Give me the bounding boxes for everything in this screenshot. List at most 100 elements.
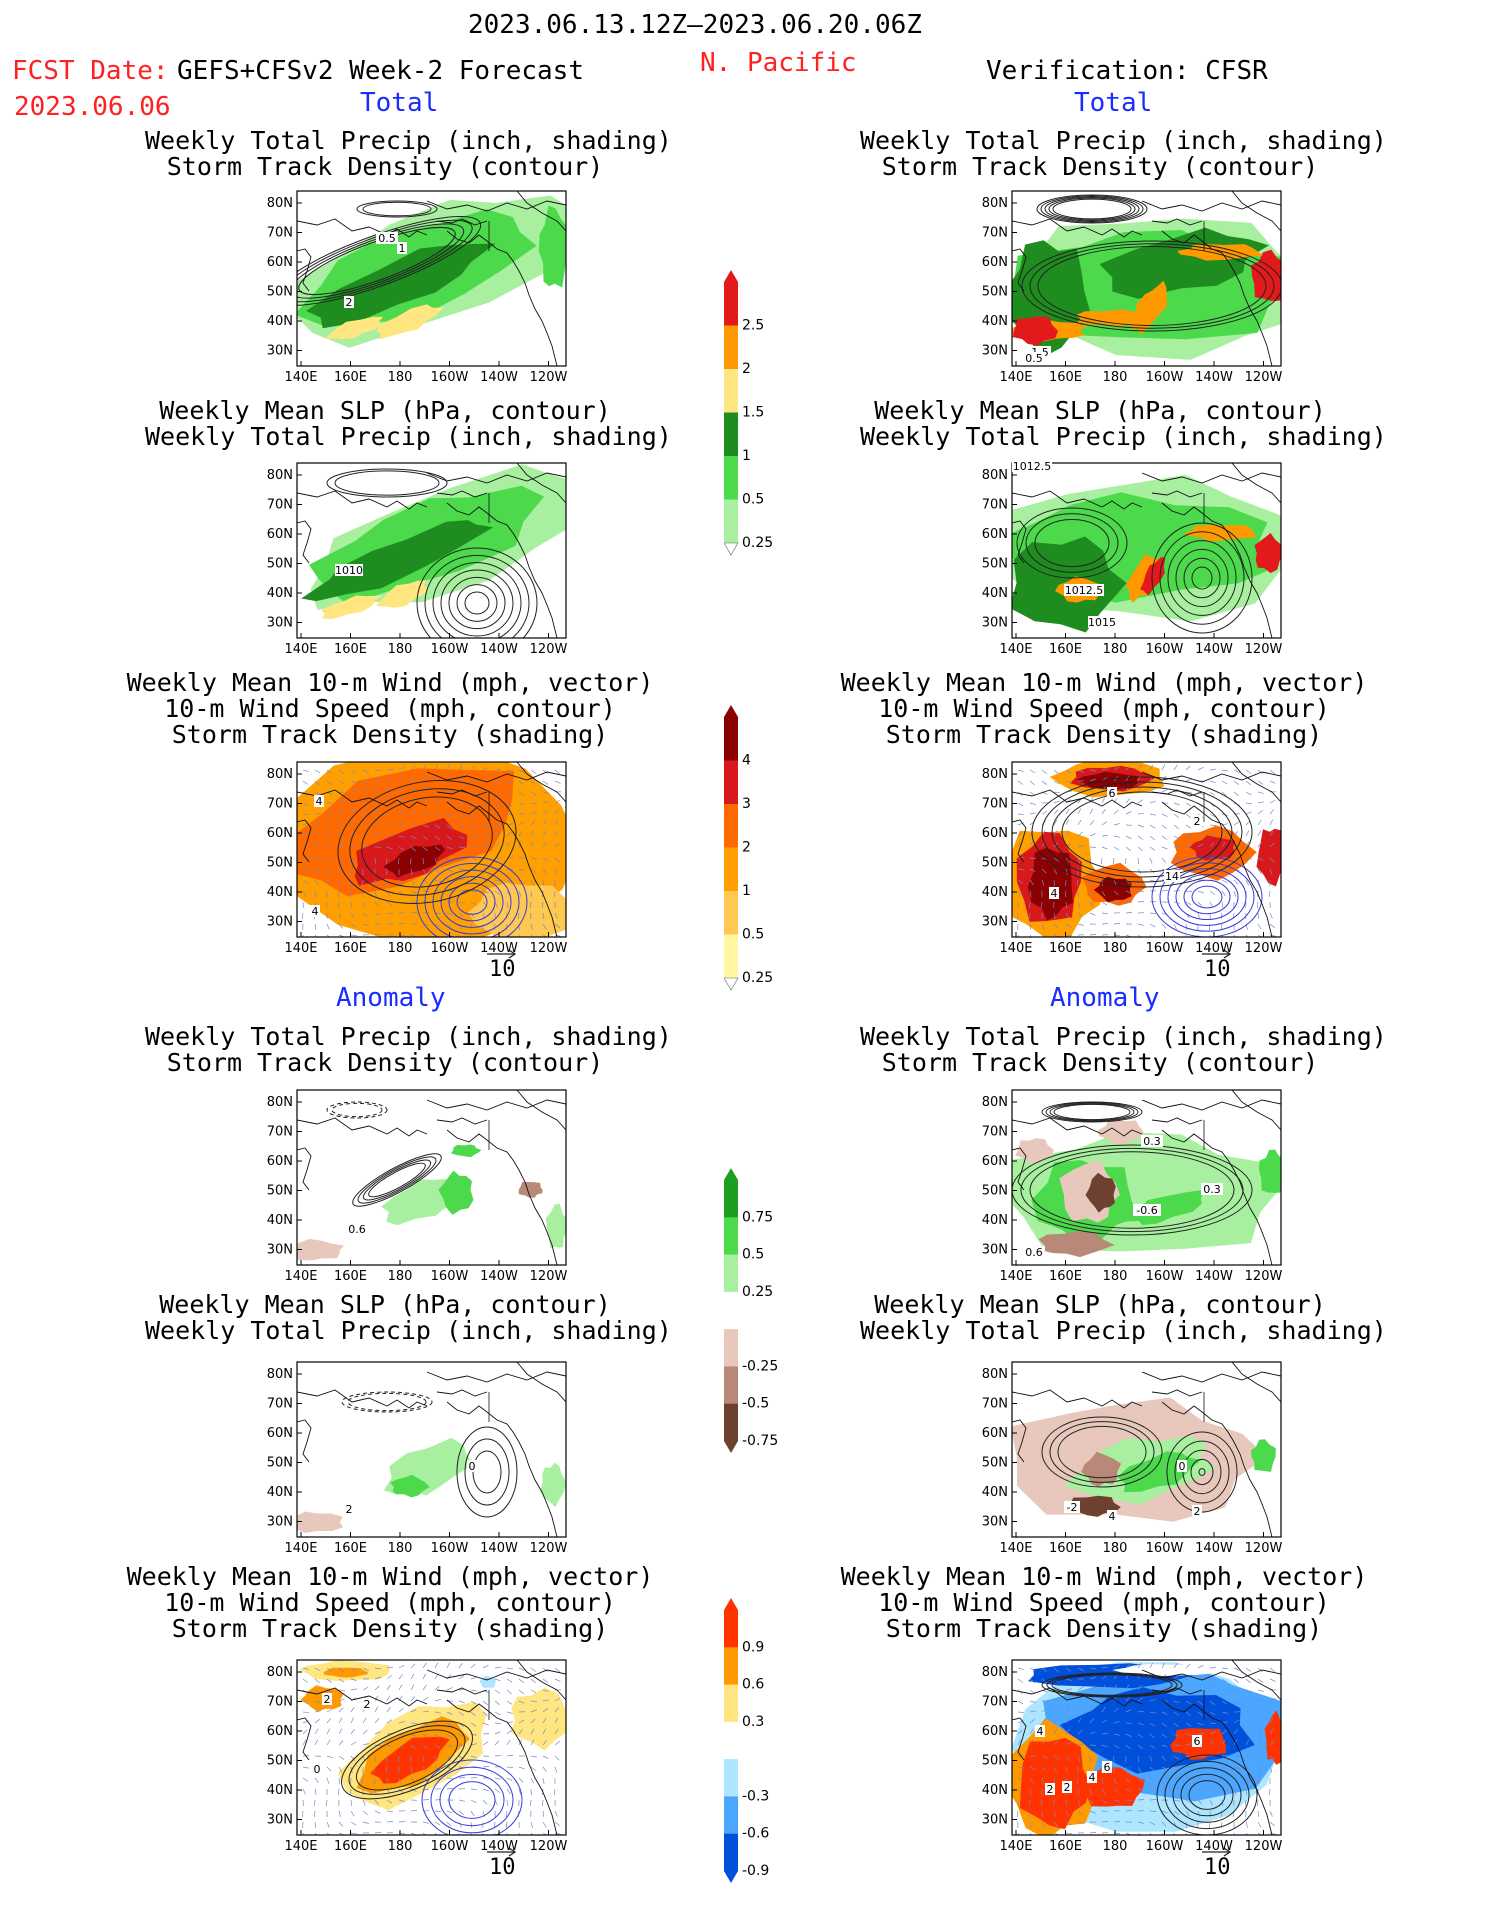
wind-vector: [314, 934, 317, 937]
wind-vector: [1017, 1667, 1024, 1671]
wind-vector: [518, 1728, 523, 1735]
coastline: [1231, 1090, 1281, 1131]
wind-vector: [1053, 857, 1060, 862]
wind-vector: [530, 1821, 533, 1828]
colorbar-svg: 2.521.510.50.25: [723, 270, 773, 556]
wind-vector: [386, 846, 393, 850]
wind-vector: [470, 835, 477, 838]
lat-label: 80N: [982, 1367, 1008, 1382]
wind-vector: [326, 841, 331, 848]
wind-vector: [1101, 1788, 1106, 1795]
colorbar-segment: [724, 760, 738, 805]
wind-vector: [374, 1685, 380, 1691]
wind-vector: [1065, 934, 1073, 937]
lon-label: 120W: [530, 370, 568, 385]
wind-vector: [1197, 1664, 1204, 1669]
wind-vector: [1149, 800, 1156, 804]
wind-vector: [1269, 842, 1275, 848]
wind-vector: [338, 1728, 343, 1735]
wind-vector: [458, 868, 465, 871]
wind-vector: [1125, 879, 1131, 885]
wind-vector: [385, 1766, 388, 1774]
wind-vector: [314, 1710, 321, 1713]
wind-vector: [1065, 1688, 1072, 1691]
contour-label-box: [1133, 1204, 1161, 1216]
wind-vector: [542, 1728, 547, 1735]
wind-vector: [482, 766, 489, 771]
wind-vector: [338, 830, 343, 837]
wind-vector: [1185, 835, 1192, 838]
lat-label: 40N: [982, 586, 1008, 601]
wind-vector: [314, 1810, 316, 1818]
coastline: [297, 520, 312, 564]
wind-vector: [506, 769, 513, 772]
wind-vector: [1257, 1689, 1264, 1692]
contour-line: [349, 788, 505, 896]
wind-vector: [314, 890, 317, 897]
wind-vector: [1041, 1766, 1047, 1772]
wind-vector: [1245, 1777, 1250, 1784]
lat-label: 40N: [982, 885, 1008, 900]
lat-label: 70N: [982, 498, 1008, 513]
wind-vector: [1041, 1777, 1045, 1784]
coastline: [1231, 762, 1281, 803]
wind-vector: [506, 1667, 513, 1670]
lon-label: 160W: [1146, 370, 1184, 385]
wind-vector: [458, 1662, 463, 1669]
wind-vector: [338, 1810, 341, 1817]
lat-label: 60N: [267, 1426, 293, 1441]
wind-vector: [386, 901, 393, 906]
coastline: [1161, 230, 1273, 366]
wind-vector: [434, 868, 440, 874]
wind-vector: [434, 1711, 441, 1714]
wind-vector: [397, 857, 400, 865]
lon-label: 160E: [1049, 941, 1082, 956]
wind-vector: [458, 1700, 465, 1704]
lat-label: 70N: [267, 797, 293, 812]
map-layers: [297, 1362, 566, 1537]
wind-vector: [529, 901, 532, 909]
wind-vector: [494, 1711, 501, 1716]
coastline: [426, 771, 566, 783]
shading-region: [1085, 1172, 1116, 1213]
coastline: [1161, 1699, 1273, 1835]
wind-vector: [1065, 1667, 1072, 1672]
wind-vector: [1101, 912, 1108, 915]
wind-vector: [398, 823, 405, 826]
wind-vector: [1221, 1678, 1228, 1683]
wind-vector: [374, 820, 380, 826]
coastline: [1012, 1147, 1027, 1191]
wind-vector: [373, 1766, 376, 1774]
lat-label: 80N: [267, 468, 293, 483]
lon-label: 140W: [1195, 370, 1233, 385]
coastline: [446, 230, 558, 366]
wind-vector: [1197, 1799, 1203, 1805]
wind-vector: [470, 1676, 477, 1680]
wind-vector: [1233, 879, 1239, 885]
wind-vector: [1269, 819, 1274, 826]
wind-vector: [446, 764, 451, 771]
wind-vector: [1041, 1667, 1047, 1672]
wind-vector: [554, 1821, 560, 1827]
wind-vector: [446, 1755, 451, 1761]
wind-vector: [350, 1777, 352, 1785]
coastline: [1151, 1687, 1203, 1695]
wind-vector: [386, 1666, 393, 1669]
contour-label: 1: [399, 242, 406, 255]
contour-line: [1175, 548, 1229, 608]
wind-vector: [1257, 1739, 1262, 1746]
colorbar-segment: [724, 1721, 738, 1760]
wind-vector: [434, 824, 441, 829]
lat-label: 70N: [267, 498, 293, 513]
shading-region: [375, 580, 430, 608]
wind-vector: [1053, 780, 1060, 785]
colorbar-segment: [724, 1366, 738, 1405]
lon-label: 160W: [431, 642, 469, 657]
coastline: [297, 490, 428, 510]
wind-vector: [1089, 1832, 1097, 1834]
wind-vector: [470, 934, 472, 937]
colorbar-label: 1: [742, 448, 751, 464]
lat-label: 30N: [267, 616, 293, 631]
wind-vector: [1137, 1722, 1144, 1726]
shading-region: [323, 1667, 368, 1678]
